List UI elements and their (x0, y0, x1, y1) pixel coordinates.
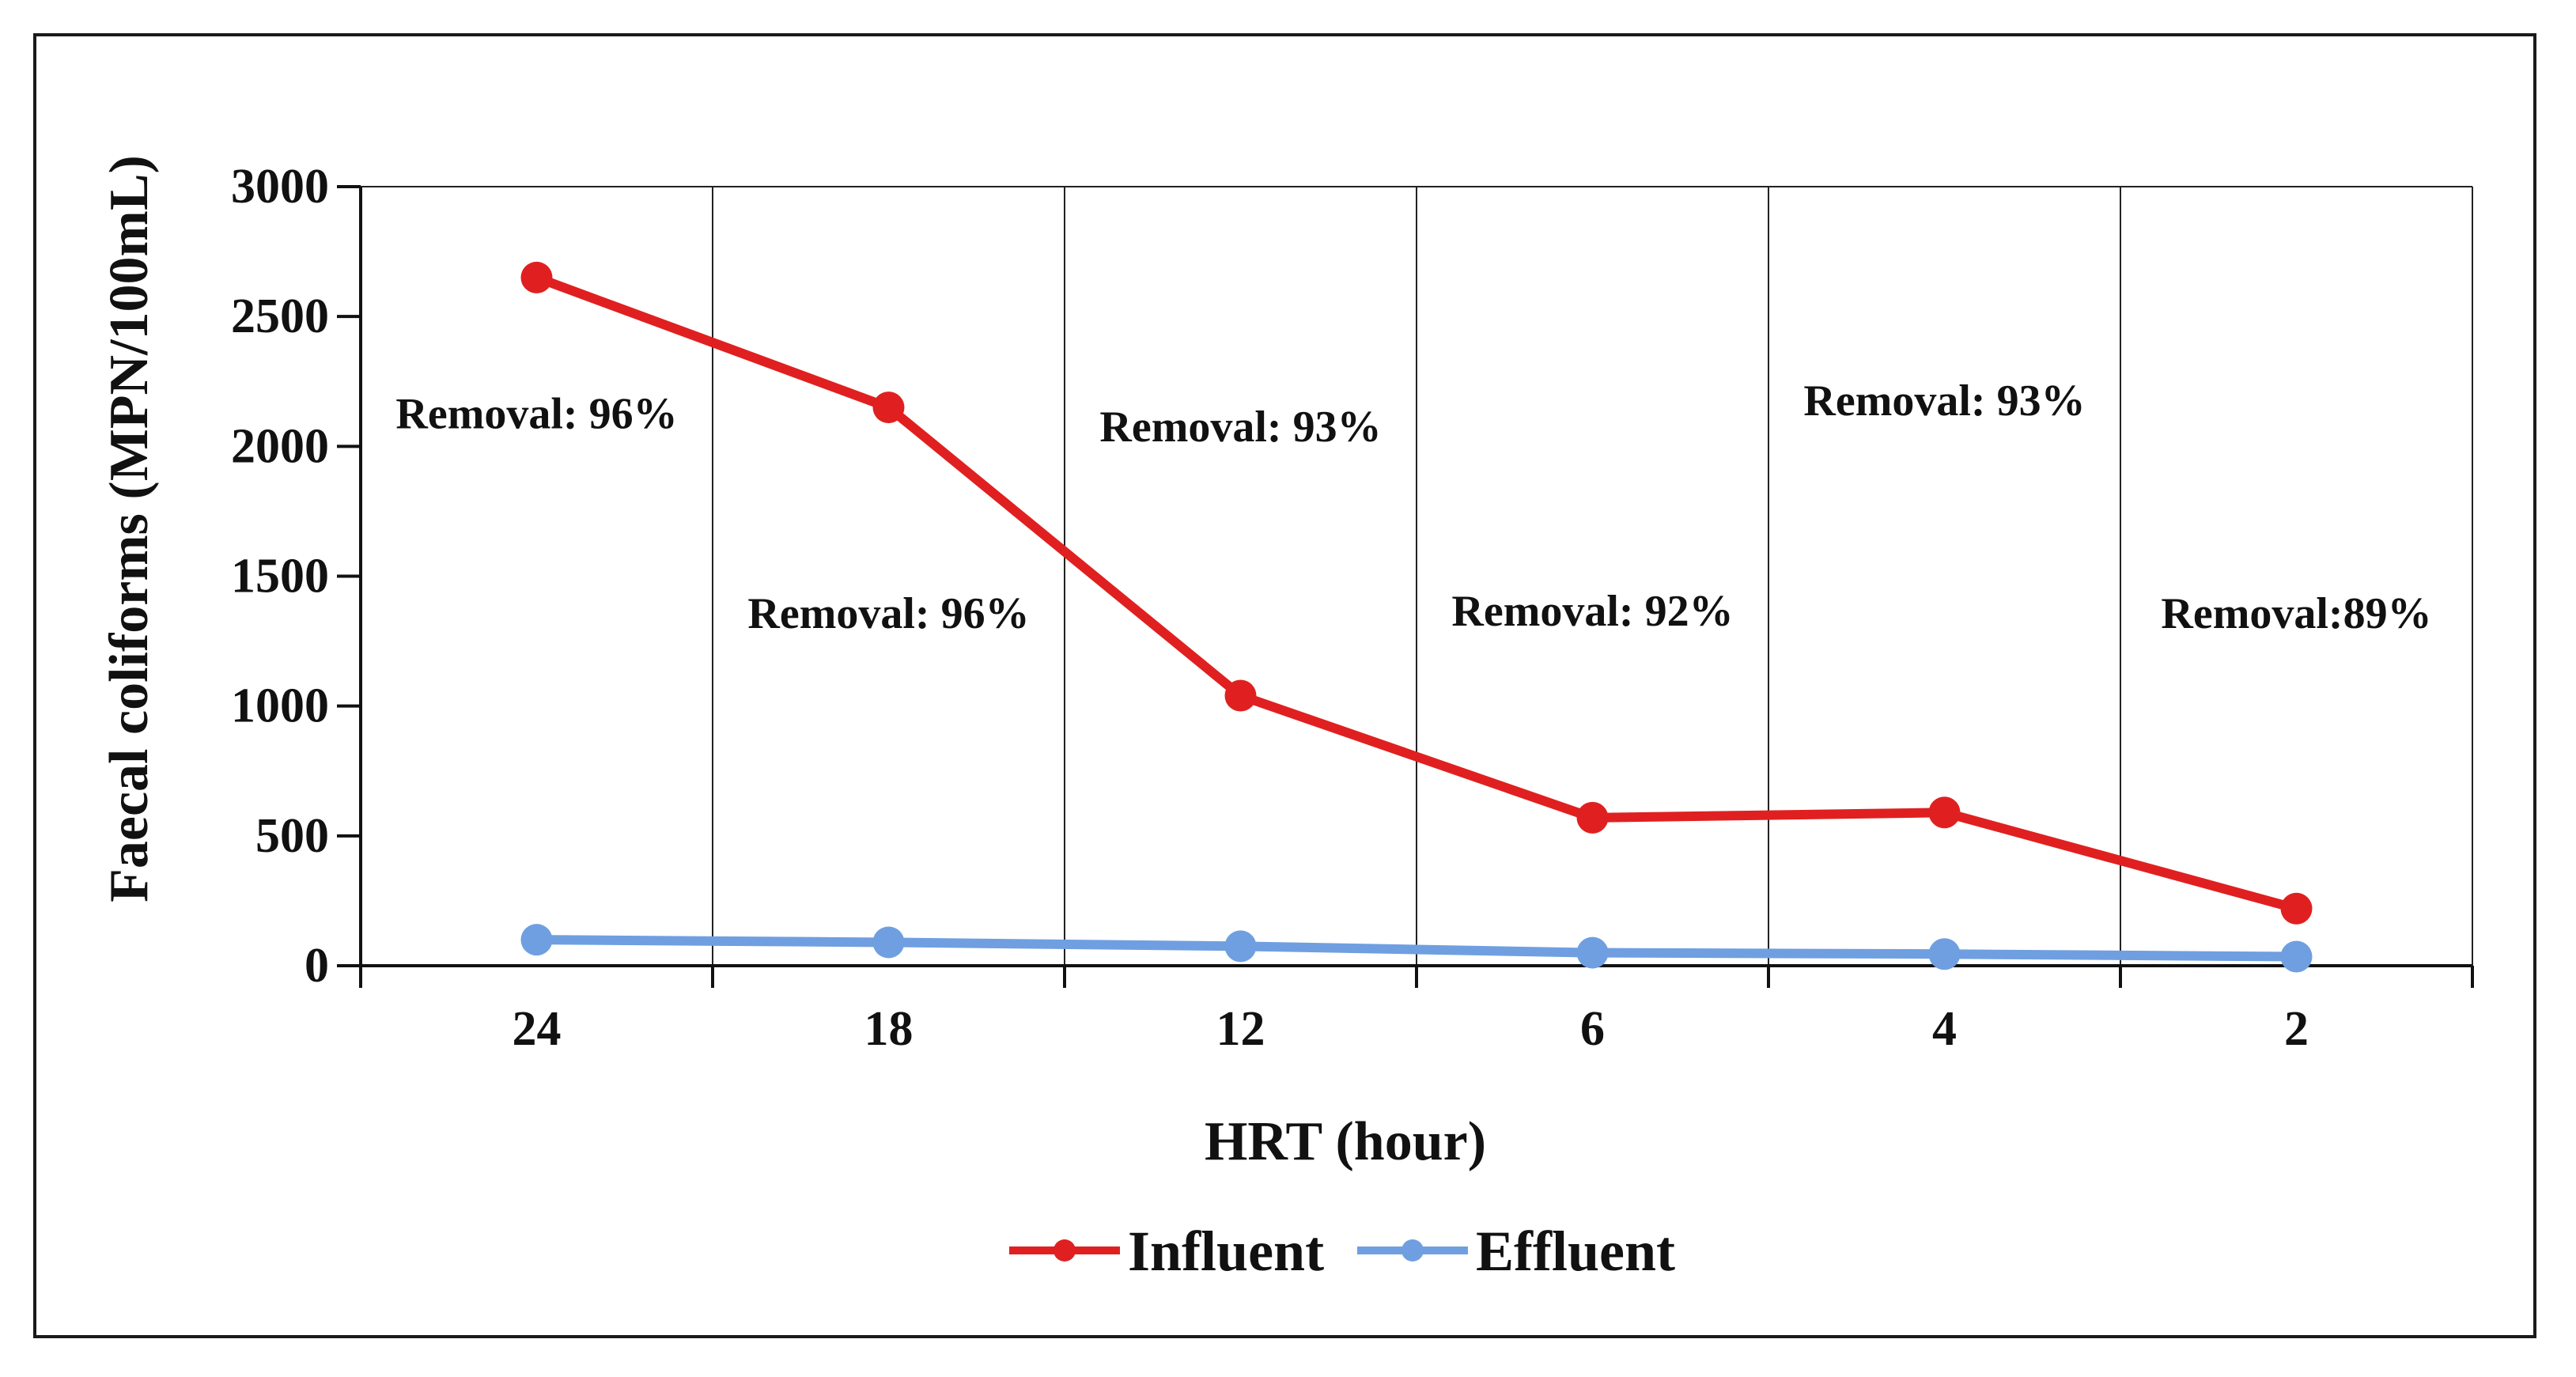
x-tick-label: 2 (2284, 1002, 2309, 1056)
y-tick-label: 2000 (231, 419, 329, 473)
removal-annotation: Removal: 92% (1451, 587, 1733, 636)
removal-annotation: Removal:89% (2161, 589, 2431, 638)
data-point-influent (872, 392, 905, 424)
x-tick-label: 6 (1580, 1002, 1605, 1056)
data-point-effluent (872, 926, 905, 959)
data-point-effluent (1928, 938, 1961, 970)
removal-annotation: Removal: 96% (747, 589, 1029, 638)
y-tick-label: 500 (255, 809, 329, 863)
x-tick-label: 4 (1932, 1002, 1957, 1056)
x-tick-label: 12 (1216, 1002, 1265, 1056)
x-axis-title: HRT (hour) (1205, 1111, 1486, 1172)
legend-marker-effluent (1401, 1239, 1424, 1262)
legend-marker-influent (1053, 1239, 1076, 1262)
data-point-influent (1224, 679, 1257, 712)
data-point-effluent (520, 924, 553, 956)
legend-label-effluent: Effluent (1476, 1220, 1675, 1283)
chart-frame: 0 500 1000 1500 2000 2500 3000 24 18 12 6 4 2 HRT (ho… (33, 33, 2536, 1338)
data-point-influent (520, 261, 553, 293)
series-line-influent (531, 272, 2302, 914)
y-axis-title: Faecal coliforms (MPN/100mL) (99, 155, 160, 902)
legend-label-influent: Influent (1128, 1220, 1324, 1283)
line-chart: 0 500 1000 1500 2000 2500 3000 24 18 12 6 4 2 HRT (ho… (99, 155, 2474, 1283)
removal-annotation: Removal: 93% (1099, 403, 1381, 452)
y-tick-label: 0 (305, 939, 329, 993)
y-tick-label: 3000 (231, 160, 329, 214)
removal-annotation: Removal: 96% (395, 389, 677, 438)
y-tick-label: 1500 (231, 550, 329, 603)
data-point-effluent (1224, 930, 1257, 963)
data-point-effluent (1576, 936, 1609, 969)
series-line-effluent (531, 935, 2302, 962)
data-point-influent (2280, 892, 2313, 925)
x-tick-label: 24 (513, 1002, 562, 1056)
x-tick-label: 18 (864, 1002, 914, 1056)
removal-annotation: Removal: 93% (1803, 376, 2085, 426)
y-tick-label: 2500 (231, 289, 329, 343)
y-tick-label: 1000 (231, 679, 329, 733)
data-point-effluent (2280, 940, 2313, 973)
data-point-influent (1576, 801, 1609, 834)
data-point-influent (1928, 796, 1961, 829)
